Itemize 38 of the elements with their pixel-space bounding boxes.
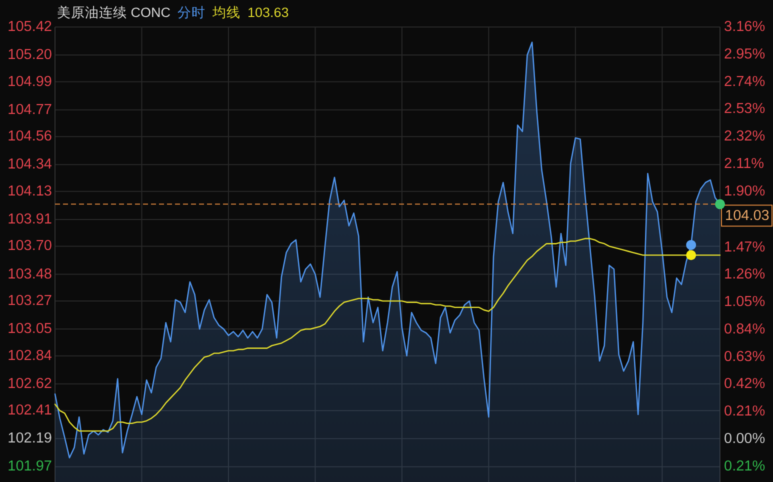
y-tick-label: 104.77 xyxy=(8,102,52,118)
y2-tick-label: 2.11% xyxy=(724,156,764,172)
y2-tick-label: 1.26% xyxy=(724,266,766,283)
legend: 分时 均线 xyxy=(178,5,240,20)
annotation: 103.63 xyxy=(248,5,289,20)
y2-tick-label: 2.74% xyxy=(724,74,766,90)
ref-line-label: 104.03 xyxy=(721,204,772,227)
y2-tick-label: 1.05% xyxy=(724,294,766,310)
y-tick-label: 105.20 xyxy=(8,47,52,64)
y2-tick-label: 0.00% xyxy=(724,430,766,447)
y2-tick-label: 0.21% xyxy=(724,458,766,474)
y2-tick-label: 3.16% xyxy=(724,19,766,35)
y-tick-label: 102.84 xyxy=(8,348,52,364)
chart-title: 美原油连续 CONC xyxy=(57,5,170,20)
y-tick-label: 103.27 xyxy=(8,293,52,310)
y2-tick-label: 1.90% xyxy=(724,183,766,200)
y2-tick-label: 2.95% xyxy=(724,46,766,62)
y2-tick-label: 2.53% xyxy=(724,101,766,118)
y-tick-label: 102.41 xyxy=(8,402,52,419)
y-tick-label: 103.48 xyxy=(8,266,52,282)
y-tick-label: 101.97 xyxy=(8,458,52,475)
y-tick-label: 104.34 xyxy=(8,156,52,173)
y-tick-label: 104.56 xyxy=(8,128,52,145)
y2-tick-label: 0.63% xyxy=(724,348,766,365)
ref-line-label: 104.03 xyxy=(725,208,770,224)
y2-tick-label: 1.47% xyxy=(724,239,766,256)
y-tick-label: 104.13 xyxy=(8,183,52,200)
y-tick-label: 103.05 xyxy=(8,321,52,338)
y-tick-label: 102.19 xyxy=(8,430,52,447)
y2-tick-label: 0.21% xyxy=(724,404,766,420)
y-tick-label: 104.99 xyxy=(8,74,52,90)
y-tick-label: 103.70 xyxy=(8,238,52,254)
y2-tick-label: 2.32% xyxy=(724,128,766,145)
y2-tick-label: 0.42% xyxy=(724,376,766,392)
y-tick-label: 105.42 xyxy=(8,19,52,35)
y-tick-label: 103.91 xyxy=(8,211,52,228)
y2-tick-label: 0.84% xyxy=(724,321,766,338)
y-tick-label: 102.62 xyxy=(8,376,52,392)
